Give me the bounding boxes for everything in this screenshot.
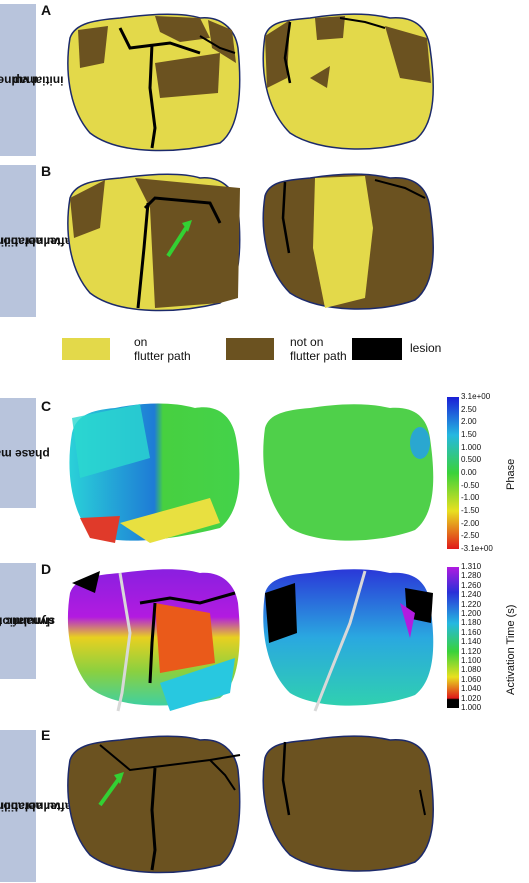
- phase-colorbar: [447, 397, 459, 549]
- legend-label-not-on-path: not on flutter path: [290, 335, 347, 363]
- phase-colorbar-tick: -1.50: [461, 506, 480, 515]
- panel-c-label: phase map: [0, 398, 49, 508]
- phase-colorbar-tick: 2.00: [461, 417, 477, 427]
- panel-a-right-heart: [262, 13, 435, 150]
- panel-letter-b: B: [41, 163, 52, 179]
- activation-colorbar-tick: 1.100: [461, 656, 482, 665]
- activation-colorbar-tick: 1.120: [461, 646, 482, 656]
- activation-colorbar-tick: 1.020: [461, 693, 482, 703]
- activation-colorbar-tick: 1.000: [461, 703, 482, 712]
- phase-colorbar-tick: 2.50: [461, 404, 477, 414]
- panel-a-left-heart: [67, 13, 241, 152]
- legend-label-on-path: on flutter path: [134, 335, 191, 363]
- panel-letter-d: D: [41, 561, 52, 577]
- activation-colorbar-tick: 1.080: [461, 665, 482, 675]
- panel-e-left-heart: [67, 735, 241, 874]
- activation-colorbar-tick: 1.200: [461, 609, 482, 618]
- phase-colorbar-tick: 1.50: [461, 430, 477, 439]
- panel-d-left-heart: [67, 569, 240, 712]
- phase-colorbar-title: Phase: [505, 458, 517, 490]
- arrow-icon: [98, 778, 120, 807]
- activation-colorbar-tick: 1.260: [461, 580, 482, 590]
- arrow-icon: [166, 226, 188, 258]
- panel-letter-a: A: [41, 2, 52, 18]
- panel-d-label: dynamic fluttersimulation: [0, 563, 55, 679]
- phase-colorbar-tick: -2.50: [461, 531, 480, 541]
- panel-c-right-heart: [263, 404, 434, 541]
- activation-colorbar-tick: 1.040: [461, 684, 482, 694]
- panel-e-right-heart: [262, 735, 435, 872]
- phase-colorbar-tick: 3.1e+00: [461, 392, 491, 401]
- panel-d-right-heart: [263, 569, 434, 712]
- phase-colorbar-tick: 1.000: [461, 442, 482, 452]
- legend-swatch-not-on-path: [226, 338, 274, 360]
- panel-b-left-heart: [67, 173, 241, 312]
- phase-colorbar-tick: 0.500: [461, 455, 482, 465]
- panel-a-label: initial vulnerabilitymap: [0, 4, 64, 156]
- panel-b-label: vulnerability mapafter ablation #1: [0, 165, 71, 317]
- panel-letter-e: E: [41, 727, 51, 743]
- panel-letter-c: C: [41, 398, 52, 414]
- phase-colorbar-tick: -1.00: [461, 493, 480, 503]
- legend-swatch-on-path: [62, 338, 110, 360]
- phase-colorbar-tick: -2.00: [461, 518, 480, 528]
- activation-colorbar-tick: 1.280: [461, 571, 482, 581]
- activation-colorbar-tick: 1.310: [461, 562, 482, 571]
- activation-colorbar: [447, 567, 459, 708]
- activation-colorbar-tick: 1.140: [461, 637, 482, 647]
- activation-colorbar-tick: 1.240: [461, 590, 482, 600]
- legend: on flutter path not on flutter path lesion: [0, 332, 529, 372]
- panel-b-right-heart: [262, 173, 435, 310]
- activation-colorbar-title: Activation Time (s): [505, 604, 517, 695]
- phase-colorbar-tick: -0.50: [461, 480, 480, 490]
- legend-label-lesion: lesion: [410, 341, 442, 355]
- phase-colorbar-tick: -3.1e+00: [461, 544, 493, 553]
- activation-colorbar-tick: 1.160: [461, 627, 482, 637]
- panel-c-left-heart: [69, 403, 240, 543]
- activation-colorbar-tick: 1.060: [461, 674, 482, 684]
- phase-colorbar-tick: 0.00: [461, 468, 477, 477]
- activation-colorbar-tick: 1.220: [461, 599, 482, 609]
- panel-e-label: vulnerability mapafter ablation #2: [0, 730, 71, 882]
- activation-colorbar-tick: 1.180: [461, 618, 482, 628]
- legend-swatch-lesion: [352, 338, 402, 360]
